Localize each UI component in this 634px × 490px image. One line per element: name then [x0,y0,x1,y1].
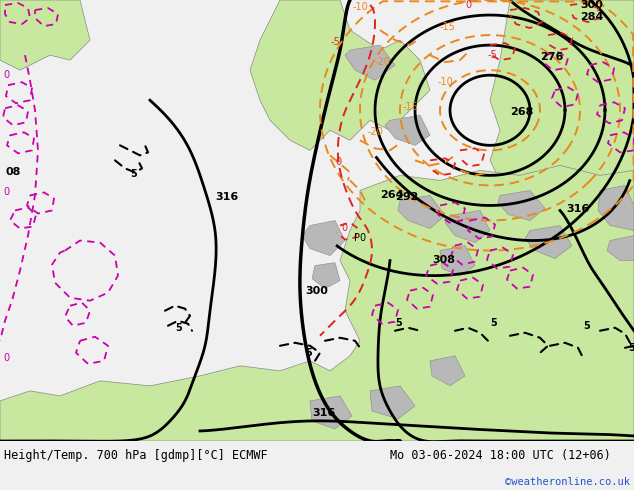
Polygon shape [498,191,545,220]
Polygon shape [430,356,465,386]
Polygon shape [445,211,490,243]
Text: -10: -10 [352,2,368,12]
Text: 0: 0 [465,0,471,10]
Text: 5: 5 [395,318,402,328]
Text: 284: 284 [580,12,604,22]
Text: 5: 5 [490,318,497,328]
Polygon shape [0,165,634,441]
Text: 300: 300 [580,0,603,10]
Text: 5: 5 [175,323,182,333]
Text: 268: 268 [510,107,533,117]
Text: 276: 276 [540,52,564,62]
Text: 0: 0 [341,222,347,233]
Text: 316: 316 [312,408,335,418]
Text: 5: 5 [305,348,312,358]
Polygon shape [490,0,634,220]
Text: -5: -5 [330,37,340,47]
Text: -20: -20 [375,57,391,67]
Polygon shape [598,185,634,230]
Text: -15: -15 [440,22,456,32]
Text: 5: 5 [130,170,137,179]
Polygon shape [385,115,430,146]
Polygon shape [312,263,340,289]
Polygon shape [302,220,345,256]
Text: 300: 300 [305,286,328,295]
Text: 316: 316 [215,193,238,202]
Text: -10: -10 [437,77,453,87]
Text: 08: 08 [6,168,22,177]
Text: 292: 292 [395,193,418,202]
Text: 0: 0 [3,353,9,363]
Text: 5: 5 [628,343,634,353]
Polygon shape [250,0,430,150]
Polygon shape [345,45,395,80]
Polygon shape [398,196,445,228]
Polygon shape [607,236,634,261]
Text: -15: -15 [402,102,418,112]
Polygon shape [0,0,90,70]
Text: ©weatheronline.co.uk: ©weatheronline.co.uk [505,477,630,487]
Text: 0: 0 [3,70,9,80]
Text: 0: 0 [335,157,341,168]
Text: -5: -5 [488,50,498,60]
Polygon shape [370,386,415,419]
Text: 0: 0 [3,188,9,197]
Text: Mo 03-06-2024 18:00 UTC (12+06): Mo 03-06-2024 18:00 UTC (12+06) [390,448,611,462]
Polygon shape [525,225,572,259]
Text: -20: -20 [367,127,383,137]
Text: Height/Temp. 700 hPa [gdmp][°C] ECMWF: Height/Temp. 700 hPa [gdmp][°C] ECMWF [4,448,268,462]
Text: 5: 5 [583,321,590,331]
Text: 316: 316 [566,204,589,215]
Text: 308: 308 [432,255,455,265]
Polygon shape [310,396,352,429]
Text: 264: 264 [380,191,403,200]
Text: P0: P0 [354,233,366,243]
Polygon shape [440,245,475,275]
